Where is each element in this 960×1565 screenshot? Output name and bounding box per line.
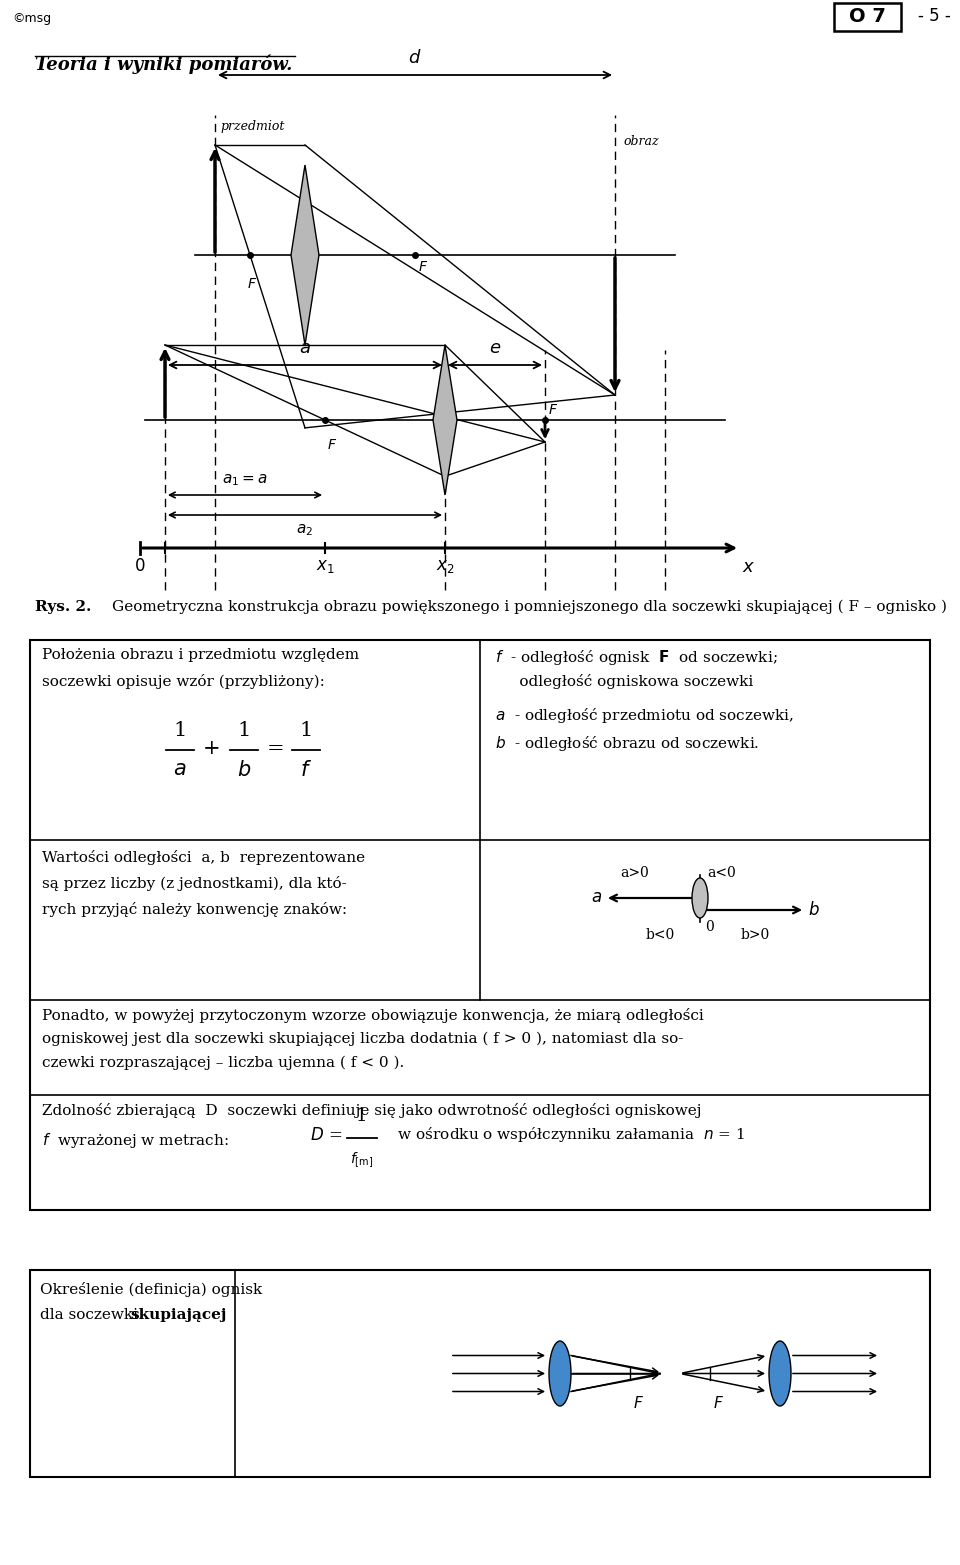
Polygon shape: [291, 164, 319, 344]
Text: $x_1$: $x_1$: [316, 559, 334, 574]
Text: Geometryczna konstrukcja obrazu powiększonego i pomniejszonego dla soczewki skup: Geometryczna konstrukcja obrazu powiększ…: [112, 599, 947, 615]
Text: Ponadto, w powyżej przytoczonym wzorze obowiązuje konwencja, że miarą odległości: Ponadto, w powyżej przytoczonym wzorze o…: [42, 1008, 704, 1024]
Text: $x$: $x$: [742, 559, 756, 576]
Text: $x_2$: $x_2$: [436, 559, 454, 574]
FancyBboxPatch shape: [834, 3, 901, 31]
Text: soczewki opisuje wzór (przybliżony):: soczewki opisuje wzór (przybliżony):: [42, 675, 324, 689]
Text: $F$: $F$: [418, 260, 428, 274]
Ellipse shape: [692, 878, 708, 919]
Text: b<0: b<0: [645, 928, 675, 942]
Text: $D$ =: $D$ =: [310, 1127, 342, 1144]
Text: $f$  - odległość ognisk  $\mathbf{F}$  od soczewki;: $f$ - odległość ognisk $\mathbf{F}$ od s…: [495, 648, 778, 667]
Text: Wartości odległości  a, b  reprezentowane: Wartości odległości a, b reprezentowane: [42, 850, 365, 865]
Text: $b$  - odległość obrazu od soczewki.: $b$ - odległość obrazu od soczewki.: [495, 734, 759, 753]
Text: obraz: obraz: [623, 135, 659, 149]
Text: $a$  - odległość przedmiotu od soczewki,: $a$ - odległość przedmiotu od soczewki,: [495, 706, 794, 725]
Text: ogniskowej jest dla soczewki skupiającej liczba dodatnia ( f > 0 ), natomiast dl: ogniskowej jest dla soczewki skupiającej…: [42, 1031, 684, 1047]
Text: są przez liczby (z jednostkami), dla któ-: są przez liczby (z jednostkami), dla któ…: [42, 876, 347, 890]
Text: +: +: [204, 739, 221, 757]
Text: dla soczewki: dla soczewki: [40, 1308, 143, 1322]
Text: w ośrodku o współczynniku załamania  $n$ = 1: w ośrodku o współczynniku załamania $n$ …: [388, 1125, 745, 1144]
Text: $a_2$: $a_2$: [297, 523, 314, 538]
Text: 1: 1: [174, 721, 186, 740]
Text: odległość ogniskowa soczewki: odległość ogniskowa soczewki: [495, 675, 754, 689]
Text: $F$: $F$: [633, 1396, 644, 1412]
Text: $f$  wyrażonej w metrach:: $f$ wyrażonej w metrach:: [42, 1131, 228, 1150]
Text: $F$: $F$: [327, 438, 337, 452]
Text: - 5 -: - 5 -: [918, 6, 950, 25]
Text: $F$: $F$: [247, 277, 257, 291]
Text: $a$: $a$: [591, 889, 602, 906]
Ellipse shape: [549, 1341, 571, 1405]
Text: $F$: $F$: [713, 1396, 724, 1412]
Text: $f$: $f$: [300, 761, 312, 779]
Text: przedmiot: przedmiot: [220, 121, 284, 133]
Text: $d$: $d$: [408, 49, 421, 67]
Text: 1: 1: [356, 1106, 368, 1125]
Text: Teoria i wyniki pomiarów.: Teoria i wyniki pomiarów.: [35, 55, 293, 75]
Bar: [30, 640, 930, 1210]
Text: Zdolność zbierającą  D  soczewki definiuje się jako odwrotność odległości ognisk: Zdolność zbierającą D soczewki definiuje…: [42, 1103, 702, 1117]
Text: =: =: [267, 739, 285, 757]
Text: $f_{\rm [m]}$: $f_{\rm [m]}$: [350, 1150, 373, 1171]
Text: $a$: $a$: [174, 761, 186, 779]
Text: skupiającej: skupiającej: [130, 1308, 227, 1322]
Text: b>0: b>0: [740, 928, 770, 942]
Text: $b$: $b$: [808, 901, 820, 919]
Text: $b$: $b$: [237, 761, 252, 779]
Text: $0$: $0$: [134, 559, 146, 574]
Text: Rys. 2.: Rys. 2.: [35, 599, 91, 613]
Bar: [30, 1271, 930, 1477]
Text: $F$: $F$: [548, 404, 558, 416]
Text: 0: 0: [706, 920, 714, 934]
Ellipse shape: [769, 1341, 791, 1405]
Text: czewki rozpraszającej – liczba ujemna ( f < 0 ).: czewki rozpraszającej – liczba ujemna ( …: [42, 1056, 404, 1070]
Text: 1: 1: [300, 721, 313, 740]
Text: a>0: a>0: [620, 865, 649, 880]
Text: Położenia obrazu i przedmiotu względem: Położenia obrazu i przedmiotu względem: [42, 648, 359, 662]
Text: Określenie (definicja) ognisk: Określenie (definicja) ognisk: [40, 1282, 262, 1297]
Text: rych przyjąć należy konwencję znaków:: rych przyjąć należy konwencję znaków:: [42, 901, 348, 917]
Text: ©msg: ©msg: [12, 13, 51, 25]
Polygon shape: [433, 344, 457, 495]
Text: $a_1{=}a$: $a_1{=}a$: [222, 473, 268, 488]
Text: $e$: $e$: [489, 340, 501, 357]
Text: 1: 1: [237, 721, 251, 740]
Text: a<0: a<0: [708, 865, 736, 880]
Text: O 7: O 7: [849, 6, 885, 25]
Text: $a$: $a$: [300, 340, 311, 357]
